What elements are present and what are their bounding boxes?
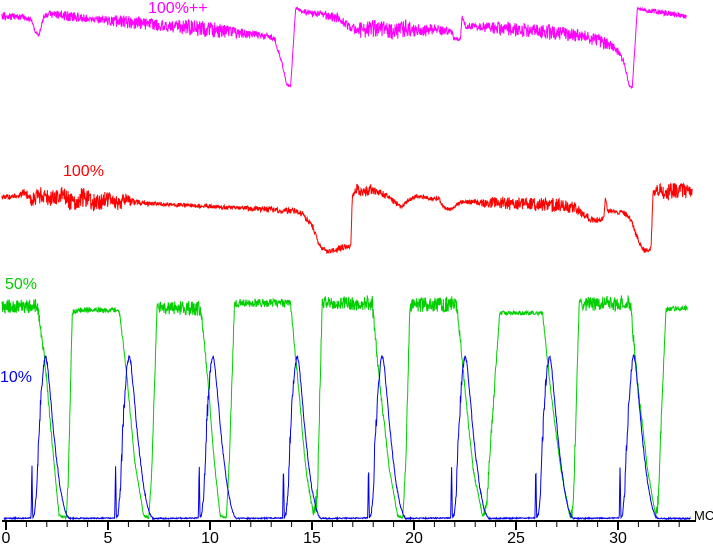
x-tick-label: 5 [103, 530, 113, 547]
x-tick-label: 10 [201, 530, 219, 547]
x-axis-unit-label: MC [694, 508, 713, 523]
x-tick-label: 0 [1, 530, 11, 547]
trace-label-10: 10% [0, 369, 33, 386]
x-tick-label: 20 [405, 530, 423, 547]
x-tick-label: 25 [507, 530, 525, 547]
trace-label-100plusplus: 100%++ [148, 0, 208, 17]
trace-label-100: 100% [63, 163, 104, 180]
trace-label-50: 50% [5, 276, 38, 293]
x-tick-label: 15 [303, 530, 321, 547]
x-tick-label: 30 [609, 530, 627, 547]
